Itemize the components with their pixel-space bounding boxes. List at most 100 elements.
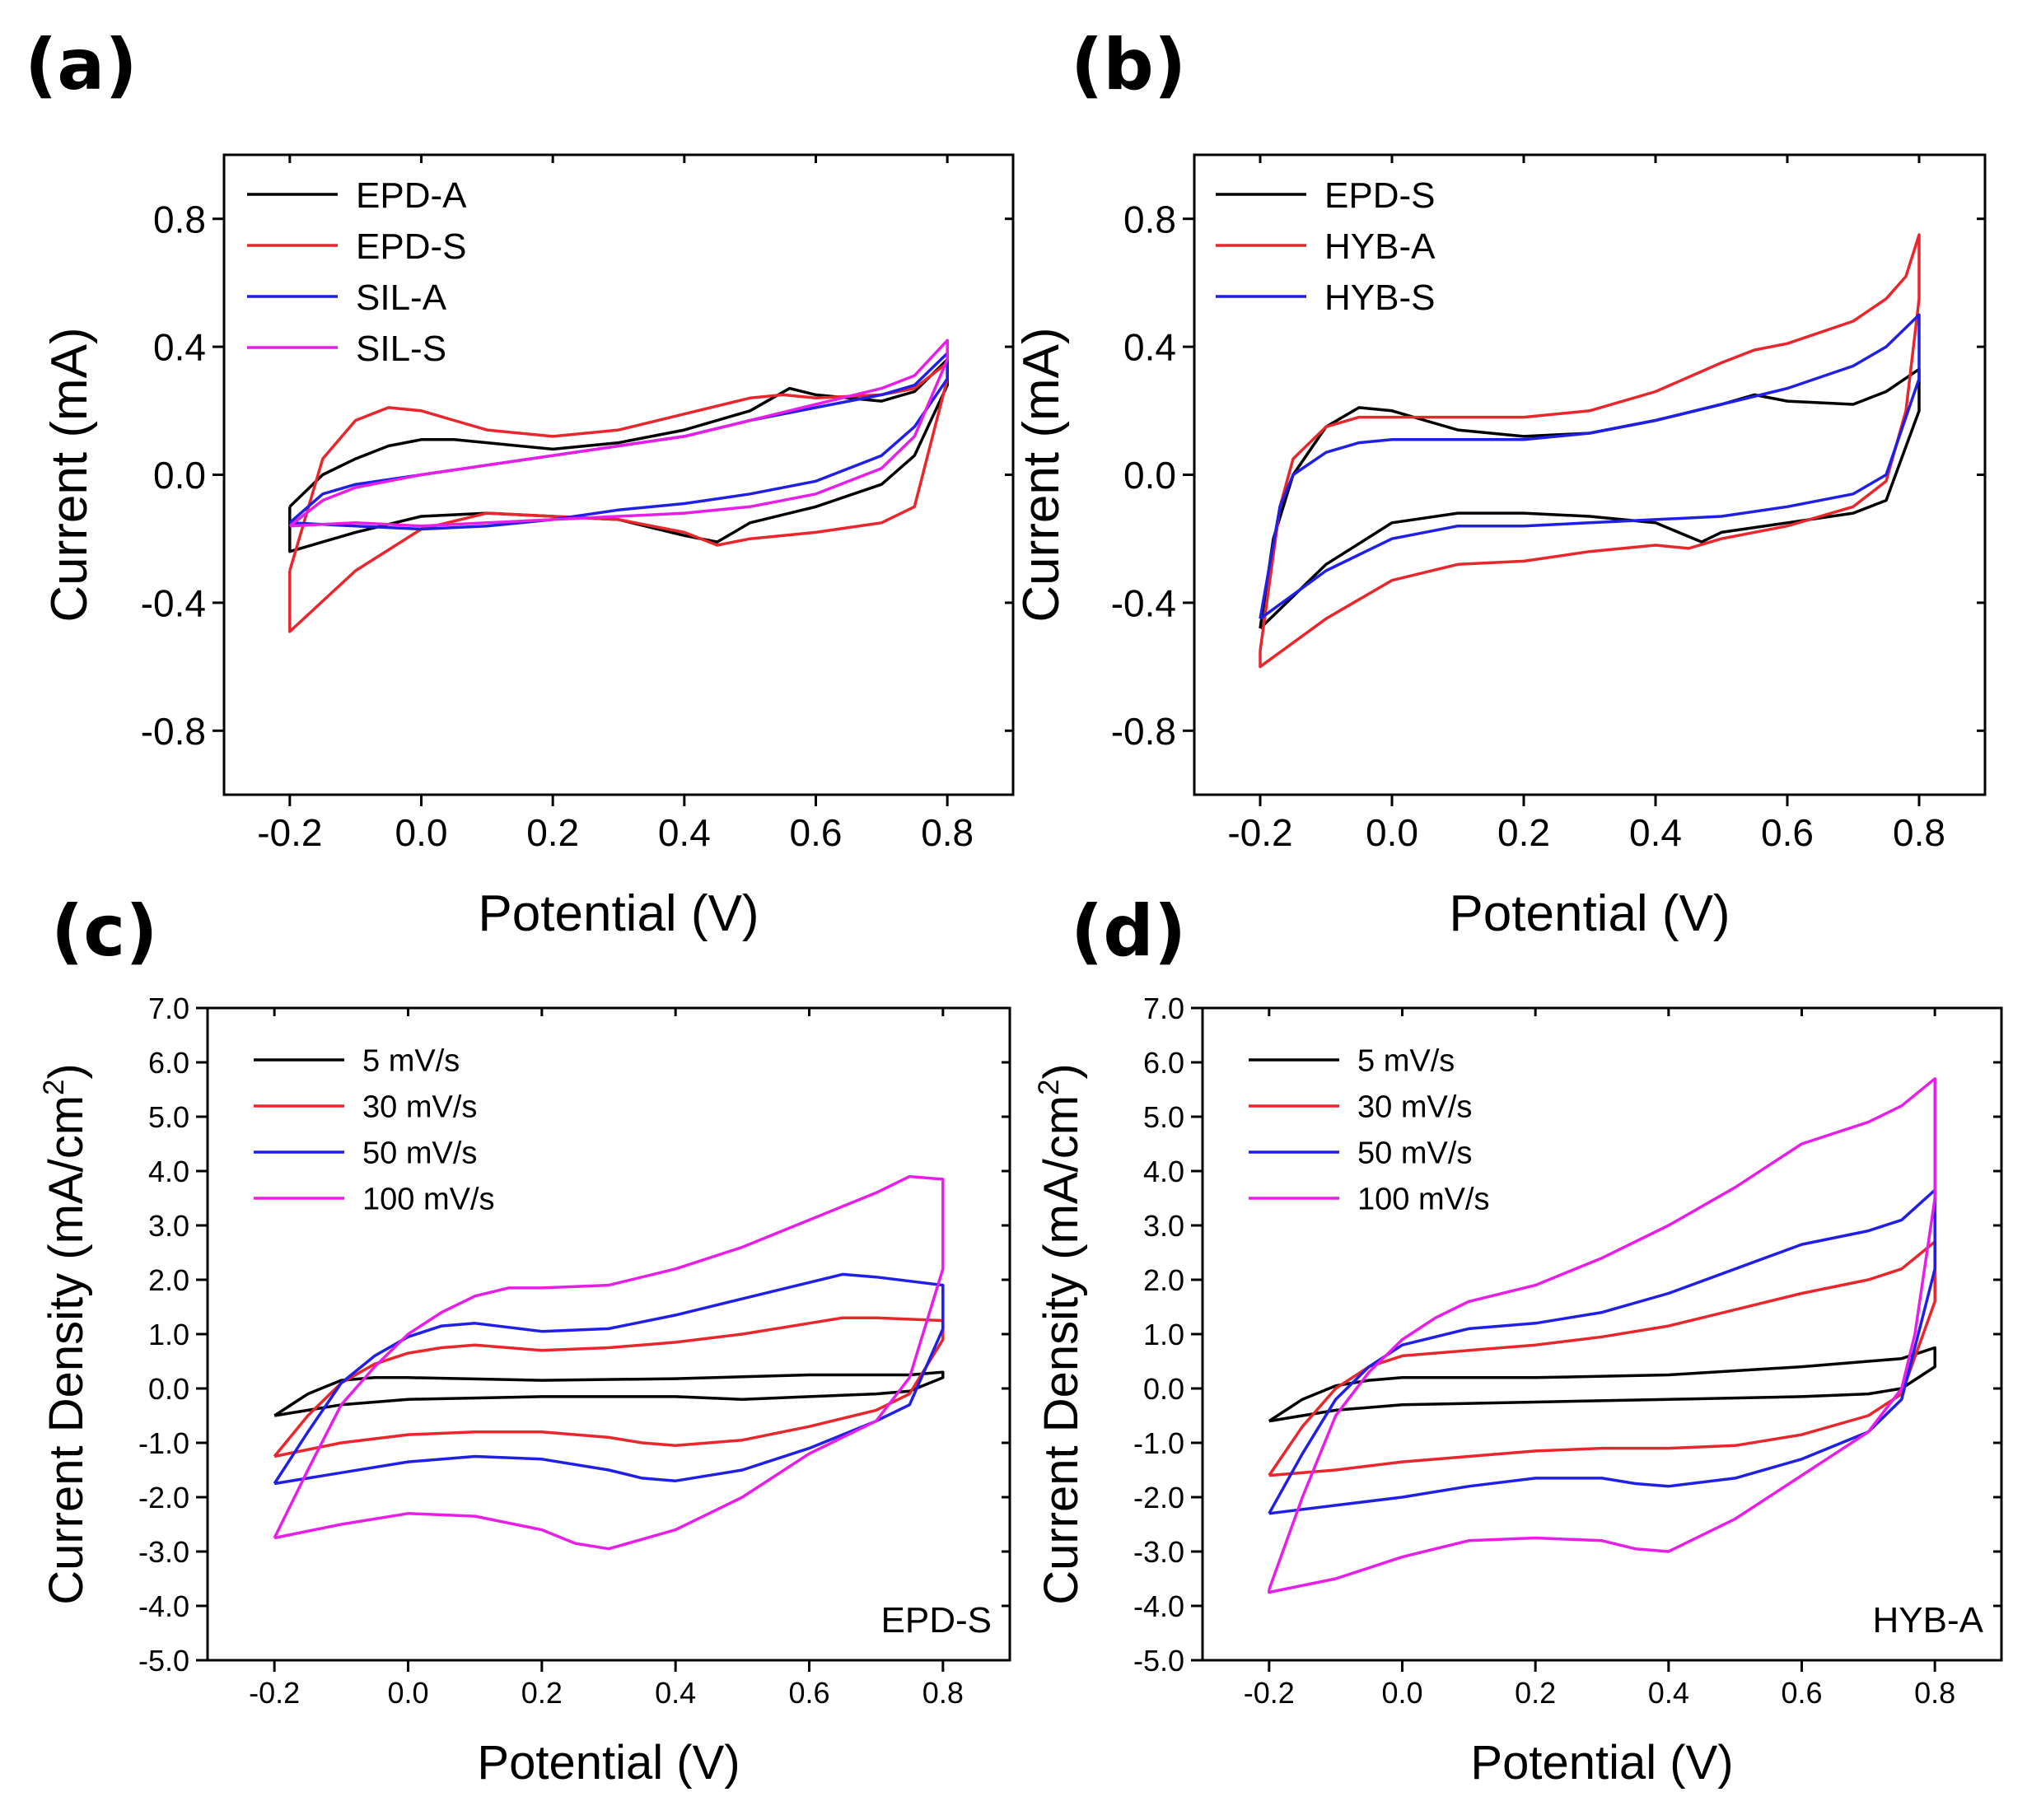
- y-tick-label: 1.0: [1143, 1318, 1184, 1351]
- panel-letter-b: (b): [1071, 24, 1186, 106]
- legend-label: 100 mV/s: [1357, 1183, 1490, 1217]
- y-tick-label: 0.0: [153, 454, 206, 497]
- legend-label: 30 mV/s: [1357, 1090, 1472, 1125]
- legend-label: 30 mV/s: [362, 1090, 477, 1125]
- y-tick-label: 0.4: [1123, 326, 1176, 369]
- x-tick-label: 0.2: [1497, 811, 1550, 854]
- y-tick-label: -0.4: [141, 581, 206, 624]
- y-tick-label: 6.0: [148, 1046, 189, 1080]
- y-tick-label: -3.0: [138, 1535, 189, 1569]
- y-tick-label: -3.0: [1133, 1535, 1184, 1569]
- x-tick-label: -0.2: [1244, 1676, 1295, 1710]
- legend-label: 5 mV/s: [362, 1044, 460, 1079]
- y-tick-label: -4.0: [1133, 1589, 1184, 1623]
- sample-label: EPD-S: [881, 1600, 992, 1640]
- y-tick-label: -5.0: [1133, 1644, 1184, 1678]
- series-line-d-0: [1268, 1346, 1936, 1423]
- y-tick-label: 1.0: [148, 1318, 189, 1351]
- legend-label: SIL-S: [356, 329, 446, 369]
- legend-label: 100 mV/s: [362, 1183, 495, 1217]
- x-tick-label: 0.6: [790, 811, 843, 854]
- sample-label: HYB-A: [1873, 1600, 1984, 1640]
- x-tick-label: 0.0: [387, 1676, 428, 1710]
- legend-label: 50 mV/s: [362, 1136, 477, 1171]
- y-tick-label: 0.0: [1123, 454, 1176, 497]
- legend-label: EPD-A: [356, 175, 467, 216]
- series-line-a-0: [288, 357, 949, 553]
- x-tick-label: 0.8: [1893, 811, 1945, 854]
- y-tick-label: 6.0: [1143, 1046, 1184, 1080]
- legend-label: EPD-S: [1324, 175, 1435, 216]
- panel-c: (c) -0.2 0.0 0.2 0.4 0.6 0.8 -5.0 -4.0 -3.0 -2.0 -1…: [38, 890, 1011, 1790]
- legend-label: 5 mV/s: [1357, 1044, 1455, 1079]
- x-tick-label: -0.2: [1227, 811, 1292, 854]
- y-tick-label: 2.0: [1143, 1263, 1184, 1297]
- x-tick-label: 0.8: [921, 811, 974, 854]
- series-line-b-1: [1259, 233, 1921, 669]
- x-tick-label: 0.2: [521, 1676, 563, 1710]
- y-tick-label: 7.0: [148, 992, 189, 1025]
- series-line-b-2: [1259, 313, 1921, 620]
- legend-label: HYB-S: [1324, 278, 1435, 318]
- series-line-c-1: [273, 1316, 945, 1458]
- y-tick-label: 0.8: [1123, 198, 1176, 240]
- y-tick-label: -2.0: [1133, 1481, 1184, 1514]
- y-tick-label: 3.0: [1143, 1209, 1184, 1243]
- panel-letter-d: (d): [1071, 890, 1186, 973]
- x-tick-label: 0.6: [1761, 811, 1814, 854]
- series-line-c-2: [273, 1272, 945, 1486]
- y-tick-label: -0.8: [141, 710, 206, 753]
- x-tick-label: 0.4: [658, 811, 711, 854]
- series-line-d-3: [1268, 1077, 1936, 1594]
- y-tick-label: 4.0: [148, 1155, 189, 1188]
- panel-d: (d) -0.2 0.0 0.2 0.4 0.6 0.8 -5.0 -4.0 -3.0 -2.0 -1…: [1033, 890, 2003, 1790]
- y-tick-label: 0.0: [148, 1372, 189, 1406]
- y-tick-label: 4.0: [1143, 1155, 1184, 1188]
- y-tick-label: -0.4: [1111, 581, 1176, 624]
- y-tick-label: 0.8: [153, 198, 206, 240]
- legend-label: HYB-A: [1324, 226, 1436, 267]
- x-tick-label: 0.4: [655, 1676, 696, 1710]
- legend-label: 50 mV/s: [1357, 1136, 1472, 1171]
- y-tick-label: 2.0: [148, 1263, 189, 1297]
- y-tick-label: 5.0: [1143, 1100, 1184, 1134]
- x-tick-label: -0.2: [249, 1676, 300, 1710]
- y-tick-label: 0.4: [153, 326, 206, 369]
- y-tick-label: 7.0: [1143, 992, 1184, 1025]
- panel-a: (a) -0.2 0.0 0.2 0.4 0.6 0.8 -0.8 -0.4 0.0 0.4 0.8 P…: [25, 24, 1015, 942]
- y-tick-label: -2.0: [138, 1481, 189, 1514]
- x-tick-label: 0.6: [788, 1676, 829, 1710]
- y-tick-label: -1.0: [1133, 1426, 1184, 1460]
- y-axis-label: Current (mA): [1013, 327, 1070, 622]
- y-tick-label: -1.0: [138, 1426, 189, 1460]
- series-line-a-3: [288, 338, 949, 528]
- y-axis-label: Current Density (mA/cm2): [1033, 1063, 1088, 1604]
- y-tick-label: 0.0: [1143, 1372, 1184, 1406]
- plot-frame: [1193, 153, 1987, 796]
- series-line-c-0: [273, 1370, 945, 1417]
- x-axis-label: Potential (V): [1449, 885, 1730, 942]
- panel-letter-a: (a): [25, 24, 138, 106]
- x-tick-label: 0.8: [922, 1676, 964, 1710]
- panel-b: (b) -0.2 0.0 0.2 0.4 0.6 0.8 -0.8 -0.4 0.0 0.4 0.8 P…: [1013, 24, 1987, 942]
- x-tick-label: 0.8: [1914, 1676, 1955, 1710]
- x-axis-label: Potential (V): [478, 885, 759, 942]
- series-line-c-3: [273, 1174, 945, 1551]
- y-axis-label: Current (mA): [41, 327, 98, 622]
- x-tick-label: 0.2: [526, 811, 579, 854]
- x-tick-label: 0.0: [395, 811, 448, 854]
- legend-label: SIL-A: [356, 278, 447, 318]
- x-tick-label: 0.4: [1629, 811, 1682, 854]
- x-tick-label: 0.0: [1381, 1676, 1422, 1710]
- x-tick-label: 0.2: [1515, 1676, 1556, 1710]
- x-tick-label: -0.2: [257, 811, 322, 854]
- panel-letter-c: (c): [51, 890, 158, 973]
- y-tick-label: -4.0: [138, 1589, 189, 1623]
- y-tick-label: 5.0: [148, 1100, 189, 1134]
- x-tick-label: 0.0: [1366, 811, 1418, 854]
- y-tick-label: -5.0: [138, 1644, 189, 1678]
- x-axis-label: Potential (V): [1470, 1736, 1733, 1790]
- y-tick-label: -0.8: [1111, 710, 1176, 753]
- x-axis-label: Potential (V): [477, 1736, 740, 1790]
